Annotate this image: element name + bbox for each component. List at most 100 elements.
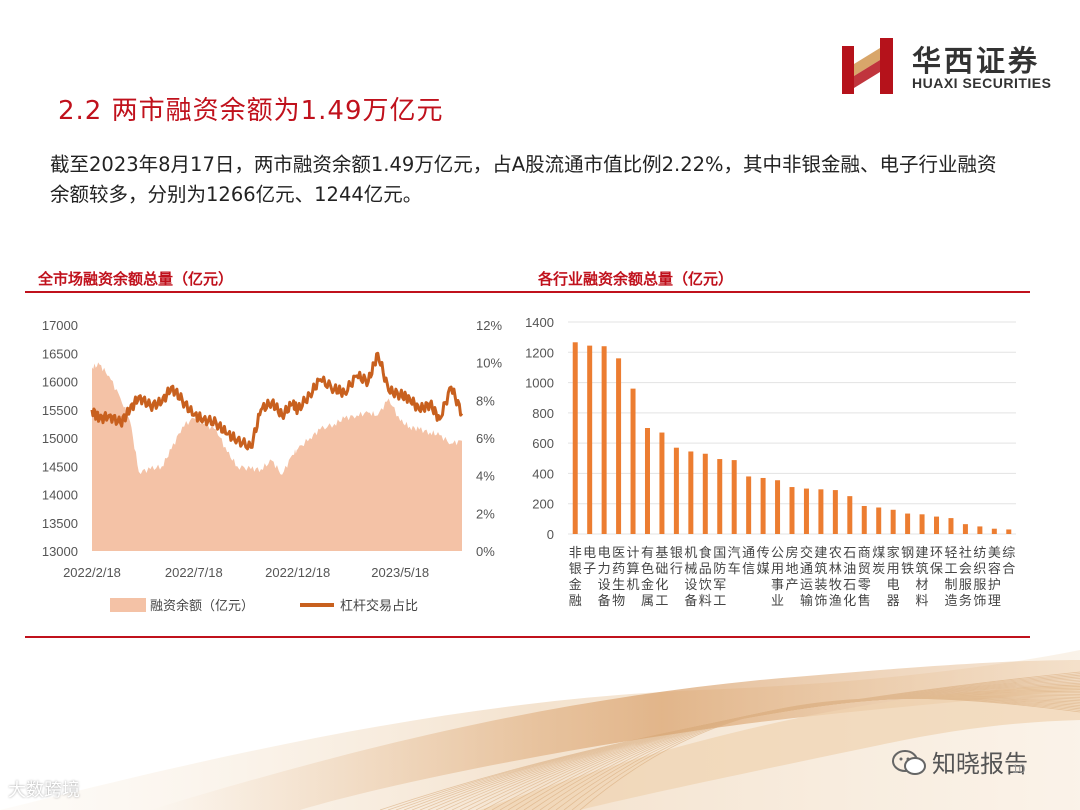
bar <box>673 447 679 534</box>
y-right-tick-label: 4% <box>476 469 495 484</box>
category-label: 设 <box>684 578 697 593</box>
category-label: 军 <box>713 578 726 593</box>
category-label: 林 <box>829 562 842 577</box>
bar <box>659 432 665 534</box>
bar <box>717 459 723 534</box>
category-label: 钢 <box>901 546 914 561</box>
y-right-tick-label: 10% <box>476 356 502 371</box>
y-tick-label: 1000 <box>525 376 554 391</box>
y-left-tick-label: 16000 <box>42 375 78 390</box>
category-label: 地 <box>785 562 798 577</box>
y-left-tick-label: 14000 <box>42 488 78 503</box>
category-label: 务 <box>959 593 972 609</box>
category-label: 输 <box>800 593 813 609</box>
category-label: 算 <box>627 562 640 577</box>
category-label: 电 <box>583 546 596 561</box>
category-label: 汽 <box>728 546 741 561</box>
bar <box>803 488 809 534</box>
watermark-left: 大数跨境 <box>8 780 80 801</box>
bar <box>731 460 737 534</box>
category-label: 材 <box>916 578 929 593</box>
y-left-tick-label: 14500 <box>42 459 78 474</box>
category-label: 事 <box>771 578 784 593</box>
category-label: 护 <box>988 578 1001 593</box>
category-label: 容 <box>988 561 1001 577</box>
category-label: 银 <box>569 562 582 577</box>
category-label: 制 <box>944 578 957 593</box>
category-label: 饰 <box>973 594 986 609</box>
category-label: 综 <box>1002 546 1015 561</box>
category-label: 医 <box>612 546 625 561</box>
category-label: 轻 <box>944 546 957 561</box>
left-chart-title: 全市场融资余额总量（亿元） <box>38 270 234 288</box>
bar <box>962 524 968 534</box>
category-label: 铁 <box>901 562 914 577</box>
category-label: 械 <box>684 562 697 577</box>
category-label: 有 <box>641 546 654 561</box>
category-label: 纺 <box>973 546 986 561</box>
bar <box>789 487 795 534</box>
y-tick-label: 0 <box>547 527 554 542</box>
category-label: 筑 <box>916 561 929 577</box>
category-label: 石 <box>843 546 856 561</box>
category-label: 煤 <box>872 546 885 561</box>
summary-paragraph: 截至2023年8月17日，两市融资余额1.49万亿元，占A股流通市值比例2.22… <box>50 153 997 206</box>
category-label: 属 <box>641 594 654 609</box>
bar <box>601 346 607 534</box>
bottom-divider <box>25 636 1030 638</box>
category-label: 业 <box>771 594 784 609</box>
category-label: 石 <box>843 578 856 593</box>
logo-text-en: HUAXI SECURITIES <box>912 75 1052 91</box>
legend-swatch-area <box>110 598 146 612</box>
category-label: 家 <box>887 545 900 561</box>
page-title: 2.2 两市融资余额为1.49万亿元 <box>58 96 444 126</box>
category-label: 料 <box>916 594 929 609</box>
y-tick-label: 600 <box>532 436 554 451</box>
category-label: 机 <box>684 546 697 561</box>
category-label: 银 <box>670 546 683 561</box>
category-label: 工 <box>944 562 957 577</box>
bar <box>688 451 694 534</box>
category-label: 备 <box>684 593 697 609</box>
bar <box>890 509 896 534</box>
category-label: 电 <box>887 578 900 593</box>
category-label: 理 <box>988 594 1001 609</box>
bar <box>760 477 766 534</box>
category-label: 服 <box>959 578 972 593</box>
top-divider <box>25 291 1030 293</box>
category-label: 交 <box>800 545 813 561</box>
category-label: 商 <box>858 546 871 561</box>
category-label: 生 <box>612 578 625 593</box>
category-label: 农 <box>829 546 842 561</box>
category-label: 通 <box>742 546 755 561</box>
bar <box>948 518 954 534</box>
bar <box>1006 529 1012 534</box>
category-label: 品 <box>699 562 712 577</box>
category-label: 金 <box>641 577 654 593</box>
y-left-tick-label: 13000 <box>42 544 78 559</box>
category-label: 售 <box>858 593 871 609</box>
category-label: 合 <box>1002 562 1015 577</box>
category-label: 基 <box>655 546 668 561</box>
y-tick-label: 800 <box>532 406 554 421</box>
company-logo: 华西证券 HUAXI SECURITIES <box>842 38 1057 96</box>
legend-label-area: 融资余额（亿元） <box>150 598 254 614</box>
huaxi-logo-icon <box>842 38 893 94</box>
y-right-tick-label: 8% <box>476 393 495 408</box>
category-label: 媒 <box>757 562 770 577</box>
category-label: 车 <box>728 561 741 577</box>
category-label: 运 <box>800 578 813 593</box>
category-label: 化 <box>655 578 668 593</box>
category-label: 力 <box>598 562 611 577</box>
category-label: 物 <box>612 594 625 609</box>
watermark-right-text: 知晓报告 <box>932 750 1028 778</box>
category-label: 零 <box>858 578 871 593</box>
page-number: 10 <box>1012 762 1026 776</box>
category-label: 油 <box>843 562 856 577</box>
category-label: 美 <box>988 546 1001 561</box>
category-label: 社 <box>959 545 972 561</box>
category-label: 料 <box>699 594 712 609</box>
bar <box>702 453 708 534</box>
x-tick-label: 2023/5/18 <box>371 565 429 580</box>
